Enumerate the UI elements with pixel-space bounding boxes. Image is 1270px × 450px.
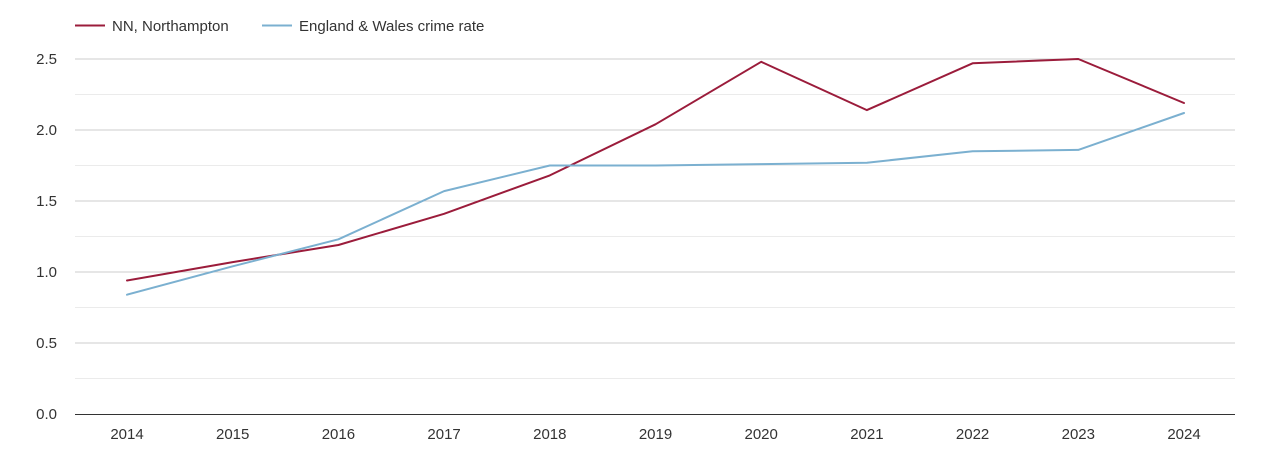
y-tick-label: 1.5 xyxy=(36,193,57,210)
x-tick-label: 2023 xyxy=(1062,426,1095,443)
y-tick-label: 1.0 xyxy=(36,264,57,281)
series-lines xyxy=(126,58,1185,296)
x-tick-label: 2022 xyxy=(956,426,989,443)
series-line-1 xyxy=(126,58,1185,282)
y-tick-label: 0.0 xyxy=(36,406,57,423)
gridlines xyxy=(75,58,1235,379)
x-tick-label: 2020 xyxy=(745,426,778,443)
y-tick-label: 2.0 xyxy=(36,122,57,139)
x-tick-label: 2024 xyxy=(1167,426,1200,443)
x-tick-label: 2019 xyxy=(639,426,672,443)
legend-label: NN, Northampton xyxy=(112,18,229,35)
x-tick-label: 2017 xyxy=(427,426,460,443)
x-tick-label: 2018 xyxy=(533,426,566,443)
legend: NN, Northampton England & Wales crime rat… xyxy=(75,18,484,35)
x-tick-label: 2021 xyxy=(850,426,883,443)
y-tick-label: 0.5 xyxy=(36,335,57,352)
x-tick-label: 2016 xyxy=(322,426,355,443)
axes: 0.0 0.5 1.0 1.5 2.0 2.5 2014 2015 2016 2017 2018 20… xyxy=(36,51,1235,443)
y-tick-label: 2.5 xyxy=(36,51,57,68)
x-tick-label: 2014 xyxy=(110,426,143,443)
legend-label: England & Wales crime rate xyxy=(299,18,484,35)
x-tick-label: 2015 xyxy=(216,426,249,443)
series-line-2 xyxy=(126,112,1185,296)
